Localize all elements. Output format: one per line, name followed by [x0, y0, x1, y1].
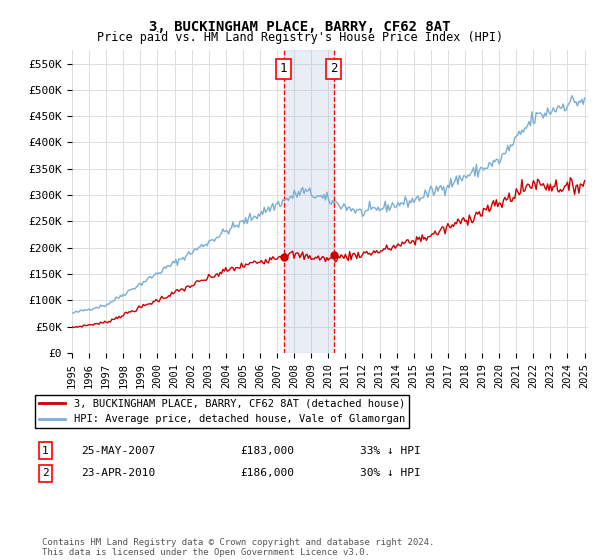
Text: £186,000: £186,000 [240, 468, 294, 478]
Text: 3, BUCKINGHAM PLACE, BARRY, CF62 8AT: 3, BUCKINGHAM PLACE, BARRY, CF62 8AT [149, 20, 451, 34]
Text: Price paid vs. HM Land Registry's House Price Index (HPI): Price paid vs. HM Land Registry's House … [97, 31, 503, 44]
Text: 1: 1 [42, 446, 49, 456]
Text: £183,000: £183,000 [240, 446, 294, 456]
Text: 33% ↓ HPI: 33% ↓ HPI [360, 446, 421, 456]
Text: 2: 2 [330, 63, 337, 76]
Text: 25-MAY-2007: 25-MAY-2007 [81, 446, 155, 456]
Text: 1: 1 [280, 63, 287, 76]
Legend: 3, BUCKINGHAM PLACE, BARRY, CF62 8AT (detached house), HPI: Average price, detac: 3, BUCKINGHAM PLACE, BARRY, CF62 8AT (de… [35, 395, 409, 428]
Text: Contains HM Land Registry data © Crown copyright and database right 2024.
This d: Contains HM Land Registry data © Crown c… [42, 538, 434, 557]
Text: 23-APR-2010: 23-APR-2010 [81, 468, 155, 478]
Bar [284, 50, 334, 353]
Text: 2: 2 [42, 468, 49, 478]
Text: 30% ↓ HPI: 30% ↓ HPI [360, 468, 421, 478]
